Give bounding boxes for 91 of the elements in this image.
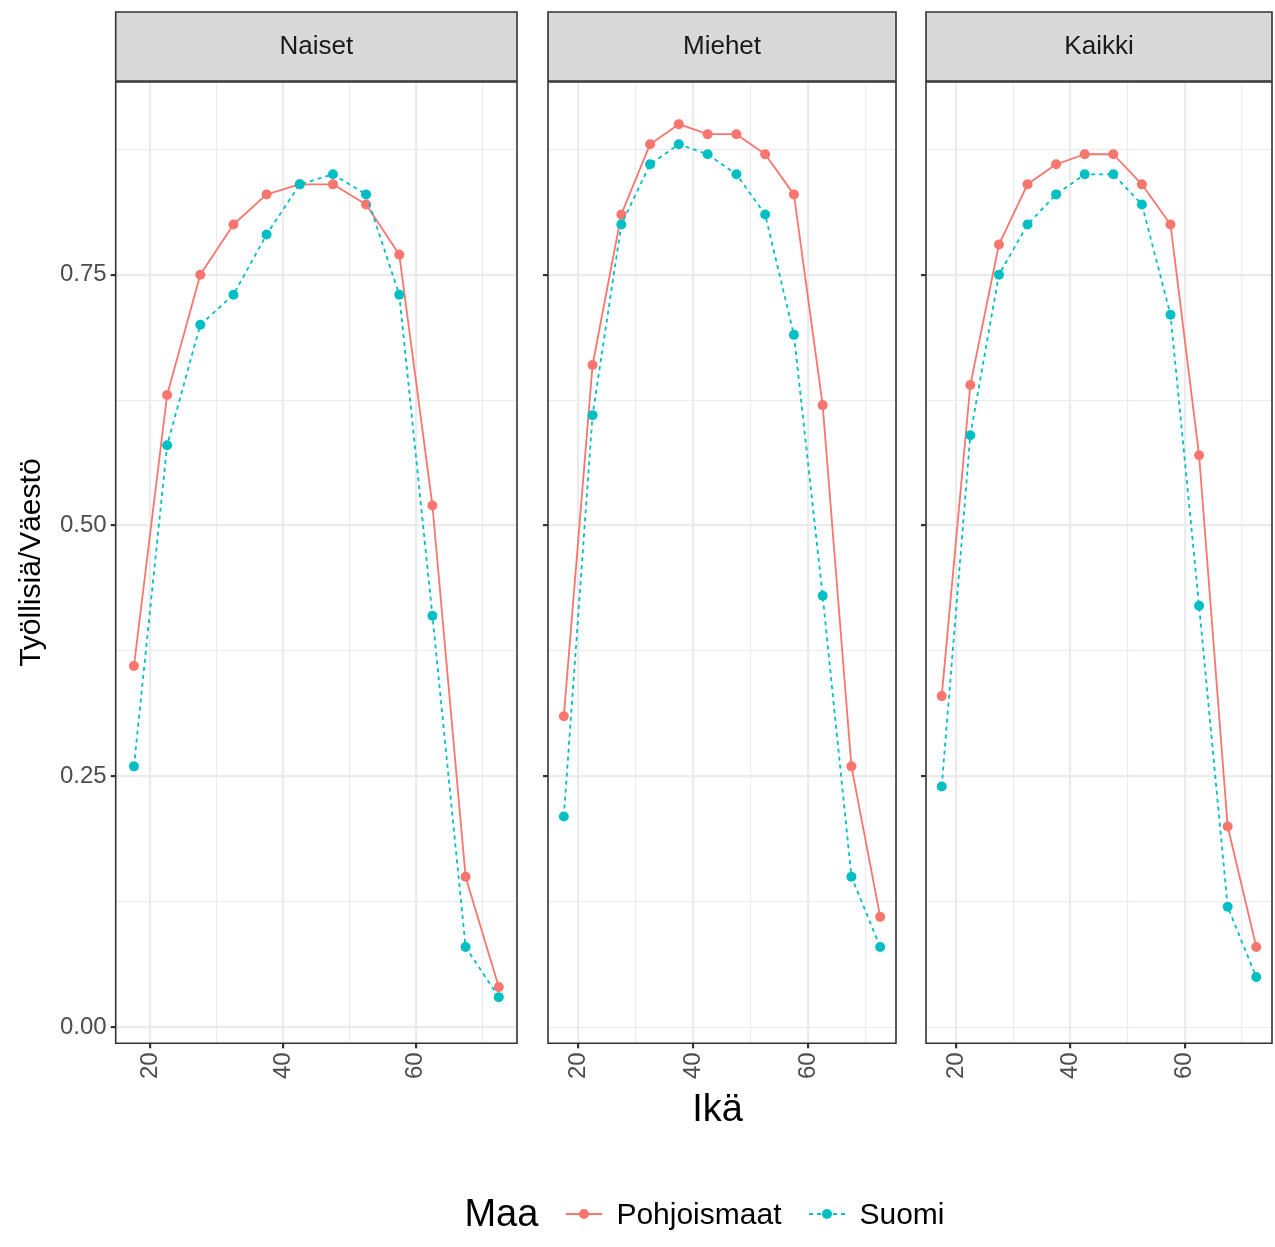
- legend-label: Suomi: [859, 1196, 945, 1231]
- point: [875, 941, 886, 952]
- point: [760, 209, 771, 220]
- y-axis-title: Työllisiä/Väestö: [13, 458, 47, 667]
- point: [1136, 199, 1147, 210]
- point: [817, 400, 828, 411]
- x-tick-label: 20: [135, 1052, 163, 1080]
- point: [875, 911, 886, 922]
- point: [788, 329, 799, 340]
- point: [587, 410, 598, 421]
- y-tick-label: 0.50: [59, 510, 107, 538]
- x-tick-label: 40: [677, 1052, 705, 1080]
- point: [1222, 821, 1233, 832]
- chart-title: Kaikki: [1064, 30, 1134, 61]
- point: [128, 761, 139, 772]
- chart-title: Miehet: [682, 30, 762, 61]
- point: [1194, 600, 1205, 611]
- point: [558, 711, 569, 722]
- x-tick-label: 20: [940, 1052, 968, 1080]
- point: [702, 149, 713, 160]
- point: [1222, 901, 1233, 912]
- point: [1251, 941, 1262, 952]
- point: [1165, 309, 1176, 320]
- x-tick-label: 60: [792, 1052, 820, 1080]
- point: [361, 199, 372, 210]
- point: [1022, 179, 1033, 190]
- point: [587, 359, 598, 370]
- point: [1165, 219, 1176, 230]
- x-tick-label: 60: [1169, 1052, 1197, 1080]
- point: [673, 139, 684, 150]
- point: [1051, 159, 1062, 170]
- point: [162, 390, 173, 401]
- point: [645, 139, 656, 150]
- point: [817, 590, 828, 601]
- point: [673, 119, 684, 130]
- point: [128, 661, 139, 672]
- point: [394, 289, 405, 300]
- point: [1194, 450, 1205, 461]
- point: [327, 169, 338, 180]
- point: [702, 129, 713, 140]
- point: [261, 229, 272, 240]
- point: [616, 219, 627, 230]
- point: [261, 189, 272, 200]
- y-tick-label: 0.00: [59, 1011, 107, 1039]
- point: [460, 941, 471, 952]
- point: [162, 440, 173, 451]
- point: [1136, 179, 1147, 190]
- point: [427, 610, 438, 621]
- point: [493, 982, 504, 993]
- point: [195, 269, 206, 280]
- point: [1051, 189, 1062, 200]
- point: [228, 219, 239, 230]
- y-tick-label: 0.25: [59, 761, 107, 789]
- point: [993, 269, 1004, 280]
- point: [1079, 149, 1090, 160]
- point: [493, 992, 504, 1003]
- point: [731, 169, 742, 180]
- point: [760, 149, 771, 160]
- point: [394, 249, 405, 260]
- point: [361, 189, 372, 200]
- point: [965, 380, 976, 391]
- point: [846, 761, 857, 772]
- x-tick-label: 60: [400, 1052, 428, 1080]
- point: [936, 781, 947, 792]
- y-tick-label: 0.75: [59, 259, 107, 287]
- point: [427, 500, 438, 511]
- point: [558, 811, 569, 822]
- point: [788, 189, 799, 200]
- point: [1108, 149, 1119, 160]
- legend-title: Maa: [464, 1192, 539, 1235]
- point: [936, 691, 947, 702]
- point: [1251, 972, 1262, 983]
- point: [993, 239, 1004, 250]
- point: [731, 129, 742, 140]
- point: [616, 209, 627, 220]
- point: [1022, 219, 1033, 230]
- point: [1108, 169, 1119, 180]
- x-tick-label: 20: [562, 1052, 590, 1080]
- point: [965, 430, 976, 441]
- point: [645, 159, 656, 170]
- legend-label: Pohjoismaat: [616, 1196, 782, 1231]
- point: [846, 871, 857, 882]
- x-axis-title: Ikä: [691, 1087, 744, 1130]
- point: [460, 871, 471, 882]
- x-tick-label: 40: [1055, 1052, 1083, 1080]
- point: [1079, 169, 1090, 180]
- x-tick-label: 40: [267, 1052, 295, 1080]
- point: [195, 319, 206, 330]
- point: [228, 289, 239, 300]
- chart-title: Naiset: [279, 30, 354, 61]
- point: [327, 179, 338, 190]
